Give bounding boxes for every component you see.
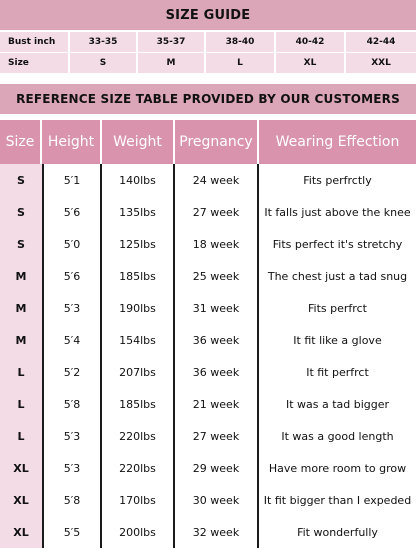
wearing-effection-cell: It fit bigger than I expeded (263, 493, 412, 507)
table-row: M 5′4 154lbs 36 week It fit like a glove (0, 324, 416, 356)
wearing-effection-cell: Have more room to grow (268, 461, 407, 475)
size-cell: S (0, 228, 42, 260)
column-header-height: Height (42, 120, 102, 164)
weight-cell: 190lbs (102, 292, 175, 324)
wearing-effection-cell: It falls just above the knee (264, 205, 411, 219)
size-cell: M (0, 292, 42, 324)
table-row: L 5′8 185lbs 21 week It was a tad bigger (0, 388, 416, 420)
size-guide-cell: M (138, 53, 206, 73)
wearing-effection-cell: The chest just a tad snug (267, 269, 408, 283)
size-guide-cell: XXL (346, 53, 416, 73)
size-cell: L (0, 356, 42, 388)
table-row: XL 5′8 170lbs 30 week It fit bigger than I e… (0, 484, 416, 516)
column-header-weight: Weight (102, 120, 175, 164)
height-cell: 5′0 (42, 228, 102, 260)
size-guide-cell: 38-40 (206, 32, 276, 52)
pregnancy-cell: 27 week (175, 420, 259, 452)
height-cell: 5′3 (42, 452, 102, 484)
size-cell: S (0, 164, 42, 196)
height-cell: 5′5 (42, 516, 102, 548)
size-cell: XL (0, 452, 42, 484)
pregnancy-cell: 30 week (175, 484, 259, 516)
table-row: XL 5′3 220lbs 29 week Have more room to grow (0, 452, 416, 484)
size-cell: L (0, 420, 42, 452)
pregnancy-cell: 25 week (175, 260, 259, 292)
weight-cell: 185lbs (102, 260, 175, 292)
weight-cell: 200lbs (102, 516, 175, 548)
weight-cell: 220lbs (102, 420, 175, 452)
size-cell: XL (0, 516, 42, 548)
weight-cell: 185lbs (102, 388, 175, 420)
column-header-wearing-effection: Wearing Effection (275, 134, 400, 150)
size-guide-cell: 35-37 (138, 32, 206, 52)
size-guide-cell: 33-35 (70, 32, 138, 52)
reference-table-header: Size Height Weight Pregnancy Wearing Eff… (0, 120, 416, 164)
height-cell: 5′4 (42, 324, 102, 356)
table-row: M 5′6 185lbs 25 week The chest just a tad sn… (0, 260, 416, 292)
table-row: XL 5′5 200lbs 32 week Fit wonderfully (0, 516, 416, 548)
table-row: S 5′6 135lbs 27 week It falls just above the… (0, 196, 416, 228)
size-cell: L (0, 388, 42, 420)
table-row: L 5′2 207lbs 36 week It fit perfrct (0, 356, 416, 388)
wearing-effection-cell: Fit wonderfully (297, 525, 378, 539)
height-cell: 5′6 (42, 260, 102, 292)
pregnancy-cell: 21 week (175, 388, 259, 420)
height-cell: 5′8 (42, 484, 102, 516)
wearing-effection-cell: It was a good length (281, 429, 394, 443)
wearing-effection-cell: It fit perfrct (306, 365, 369, 379)
table-row: M 5′3 190lbs 31 week Fits perfrct (0, 292, 416, 324)
size-guide-bust-row: Bust inch 33-35 35-37 38-40 40-42 42-44 (0, 32, 416, 52)
column-header-pregnancy: Pregnancy (175, 120, 259, 164)
pregnancy-cell: 36 week (175, 324, 259, 356)
height-cell: 5′2 (42, 356, 102, 388)
pregnancy-cell: 29 week (175, 452, 259, 484)
size-guide-title: SIZE GUIDE (165, 7, 251, 23)
table-row: L 5′3 220lbs 27 week It was a good length (0, 420, 416, 452)
size-guide-cell: 40-42 (276, 32, 346, 52)
column-header-size: Size (0, 120, 42, 164)
size-guide-cell: 42-44 (346, 32, 416, 52)
pregnancy-cell: 31 week (175, 292, 259, 324)
size-cell: S (0, 196, 42, 228)
height-cell: 5′6 (42, 196, 102, 228)
height-cell: 5′3 (42, 292, 102, 324)
pregnancy-cell: 24 week (175, 164, 259, 196)
pregnancy-cell: 27 week (175, 196, 259, 228)
table-row: S 5′1 140lbs 24 week Fits perfrctly (0, 164, 416, 196)
pregnancy-cell: 18 week (175, 228, 259, 260)
reference-title: REFERENCE SIZE TABLE PROVIDED BY OUR CUS… (16, 92, 400, 106)
size-cell: M (0, 260, 42, 292)
wearing-effection-cell: Fits perfect it's stretchy (272, 237, 403, 251)
reference-title-band: REFERENCE SIZE TABLE PROVIDED BY OUR CUS… (0, 84, 416, 114)
size-guide-cell: XL (276, 53, 346, 73)
weight-cell: 207lbs (102, 356, 175, 388)
weight-cell: 125lbs (102, 228, 175, 260)
weight-cell: 154lbs (102, 324, 175, 356)
wearing-effection-cell: Fits perfrct (308, 301, 367, 315)
weight-cell: 220lbs (102, 452, 175, 484)
wearing-effection-cell: It fit like a glove (293, 333, 382, 347)
wearing-effection-cell: It was a tad bigger (285, 397, 390, 411)
size-guide-title-band: SIZE GUIDE (0, 0, 416, 30)
height-cell: 5′8 (42, 388, 102, 420)
size-guide-size-row: Size S M L XL XXL (0, 53, 416, 73)
size-guide-cell: Bust inch (0, 32, 70, 52)
weight-cell: 135lbs (102, 196, 175, 228)
weight-cell: 170lbs (102, 484, 175, 516)
table-row: S 5′0 125lbs 18 week Fits perfect it's stret… (0, 228, 416, 260)
size-cell: M (0, 324, 42, 356)
height-cell: 5′3 (42, 420, 102, 452)
height-cell: 5′1 (42, 164, 102, 196)
size-cell: XL (0, 484, 42, 516)
reference-table-body: S 5′1 140lbs 24 week Fits perfrctly S 5′6 135lb… (0, 164, 416, 548)
pregnancy-cell: 36 week (175, 356, 259, 388)
size-guide-cell: S (70, 53, 138, 73)
size-guide-cell: L (206, 53, 276, 73)
wearing-effection-cell: Fits perfrctly (303, 173, 372, 187)
pregnancy-cell: 32 week (175, 516, 259, 548)
weight-cell: 140lbs (102, 164, 175, 196)
size-guide-cell: Size (0, 53, 70, 73)
